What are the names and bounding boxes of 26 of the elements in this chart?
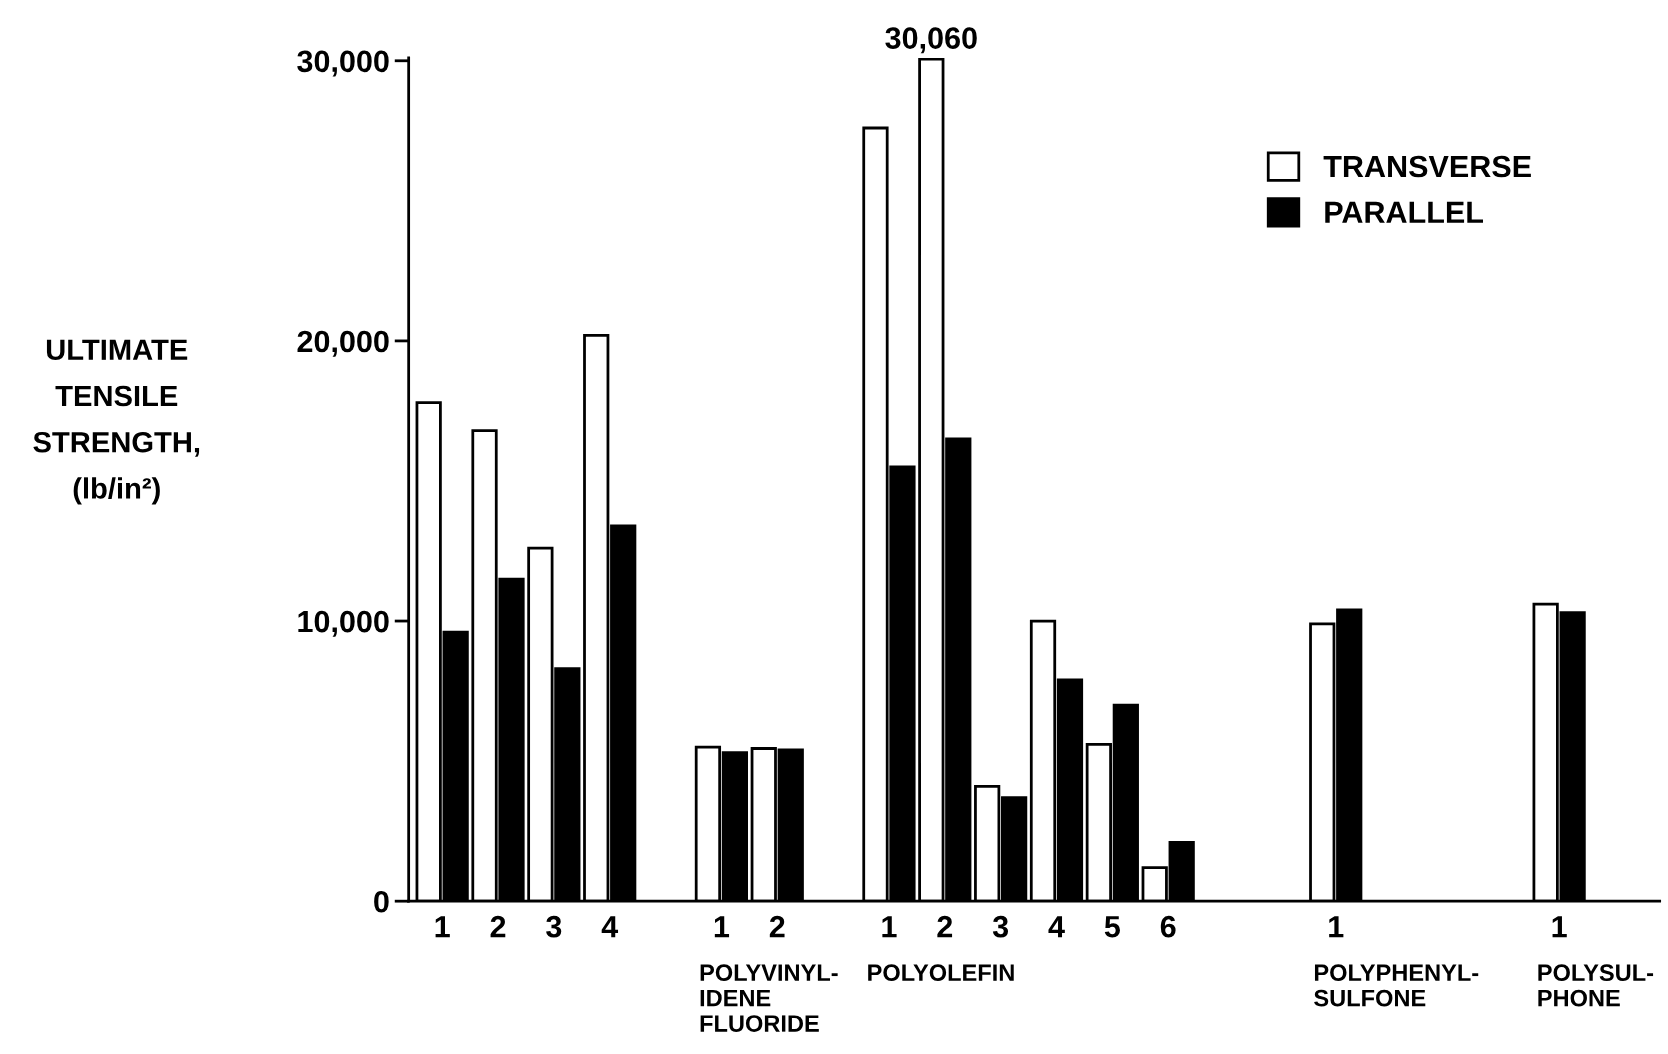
y-tick-label: 20,000 bbox=[297, 330, 389, 357]
legend-label: PARALLEL bbox=[1325, 201, 1483, 223]
x-tick-label: 1 bbox=[882, 916, 897, 938]
text: POLYPHENYL- SULFONE bbox=[1314, 964, 1479, 1007]
x-tick-label: 2 bbox=[769, 915, 785, 938]
data-label: 30,060 bbox=[885, 27, 977, 54]
x-tick-label: 3 bbox=[546, 915, 562, 938]
x-tick-label: 6 bbox=[1160, 915, 1176, 938]
x-tick-label: 4 bbox=[601, 916, 619, 938]
x-tick-label: 1 bbox=[435, 916, 450, 938]
x-tick-label: 5 bbox=[1104, 916, 1120, 938]
text: POLYVINYL- IDENE FLUORIDE bbox=[700, 964, 838, 1032]
x-tick-label: 4 bbox=[1048, 916, 1065, 938]
x-tick-label: 2 bbox=[490, 915, 506, 938]
text: POLYOLEFIN bbox=[868, 964, 1014, 982]
text: POLYSUL- PHONE bbox=[1538, 964, 1654, 1007]
x-tick-label: 1 bbox=[1552, 916, 1567, 938]
y-tick-label: 30,000 bbox=[297, 50, 389, 77]
x-tick-label: 1 bbox=[1329, 916, 1344, 938]
y-tick-label: 10,000 bbox=[298, 610, 389, 637]
legend-label: TRANSVERSE bbox=[1323, 155, 1531, 178]
y-axis-title: ULTIMATE TENSILE STRENGTH, (lb/in²) bbox=[33, 339, 200, 505]
x-tick-label: 1 bbox=[714, 916, 730, 938]
x-tick-label: 2 bbox=[937, 915, 953, 938]
x-tick-label: 3 bbox=[992, 915, 1009, 938]
y-tick-label: 0 bbox=[374, 890, 389, 913]
